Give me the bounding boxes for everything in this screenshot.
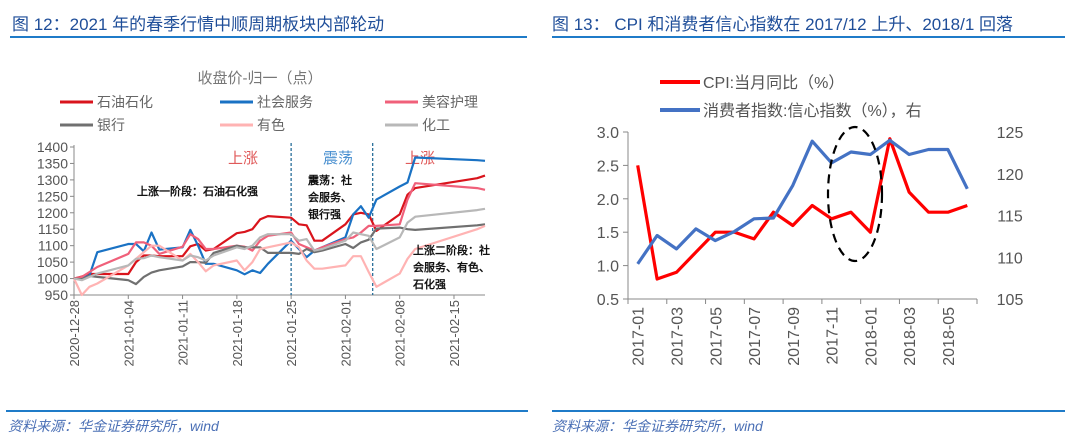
right-source-note: 资料来源：华金证券研究所，wind (552, 418, 763, 434)
x-tick-label: 2021-01-25 (284, 300, 299, 367)
y2-tick-label: 110 (997, 250, 1023, 267)
right-footer-divider (552, 410, 1065, 412)
series-line-美容护理 (73, 182, 486, 280)
x-tick-label: 2017-05 (708, 307, 725, 366)
annotation-text: 会服务、 (308, 190, 352, 204)
y2-tick-label: 115 (997, 209, 1023, 226)
phase-label: 震荡 (323, 150, 353, 167)
x-tick-label: 2020-12-28 (67, 300, 82, 367)
x-tick-label: 2017-09 (786, 307, 803, 366)
chart-title: 收盘价-归一（点） (198, 69, 323, 87)
legend-label: 化工 (422, 117, 450, 133)
y-tick-label: 1.5 (597, 225, 619, 242)
x-tick-label: 2021-01-18 (230, 300, 245, 367)
series-line-confidence (636, 138, 969, 265)
y2-tick-label: 105 (997, 292, 1024, 309)
y-tick-label: 1200 (37, 205, 68, 221)
x-tick-label: 2021-02-15 (447, 300, 462, 367)
left-panel-title: 图 12：2021 年的春季行情中顺周期板块内部轮动 (12, 15, 385, 34)
legend-label: 消费者指数:信心指数（%），右 (703, 102, 922, 120)
y-tick-label: 1100 (38, 238, 68, 254)
annotation-text: 会服务、有色、 (413, 260, 490, 274)
x-tick-label: 2021-01-04 (121, 300, 136, 367)
left-title-underline (10, 36, 527, 38)
x-tick-label: 2017-11 (825, 307, 842, 365)
y-tick-label: 2.5 (597, 158, 619, 175)
series-line-化工 (73, 207, 486, 282)
x-tick-label: 2021-02-01 (338, 300, 353, 367)
y2-tick-label: 120 (997, 167, 1024, 184)
series-line-有色 (73, 224, 486, 297)
x-tick-label: 2021-01-11 (176, 300, 191, 366)
legend-label: CPI:当月同比（%） (703, 74, 844, 92)
legend-label: 有色 (257, 117, 285, 133)
series-line-银行 (73, 223, 486, 286)
y-tick-label: 1250 (37, 188, 68, 204)
y2-tick-label: 125 (997, 125, 1024, 142)
x-tick-label: 2018-03 (902, 307, 919, 366)
y-tick-label: 2.0 (597, 192, 619, 209)
phase-label: 上涨 (228, 150, 258, 167)
legend-label: 银行 (97, 117, 125, 133)
series-line-cpi (636, 137, 968, 281)
legend-label: 美容护理 (422, 94, 478, 110)
y-tick-label: 0.5 (597, 292, 619, 309)
x-tick-label: 2017-03 (669, 307, 686, 366)
left-footer-divider (6, 410, 528, 412)
legend-label: 社会服务 (257, 94, 313, 110)
y-tick-label: 3.0 (597, 125, 619, 142)
y-tick-label: 1400 (37, 139, 68, 155)
annotation-text: 石化强 (412, 277, 446, 291)
y-tick-label: 1.0 (597, 259, 619, 276)
x-tick-label: 2017-01 (631, 307, 648, 366)
annotation-text: 上涨二阶段：社 (413, 243, 490, 257)
legend-label: 石油石化 (97, 94, 153, 110)
y-tick-label: 1000 (37, 271, 68, 287)
annotation-text: 银行强 (308, 207, 341, 221)
x-tick-label: 2018-05 (941, 307, 958, 366)
x-tick-label: 2017-07 (747, 307, 764, 366)
annotation-text: 震荡：社 (307, 173, 352, 187)
y-tick-label: 1150 (38, 221, 68, 237)
y-tick-label: 1300 (37, 172, 68, 188)
x-tick-label: 2021-02-08 (393, 300, 408, 367)
series-line-社会服务 (74, 156, 486, 280)
y-tick-label: 1350 (37, 155, 68, 171)
x-tick-label: 2018-01 (863, 307, 880, 366)
right-title-underline (552, 36, 1065, 38)
annotation-text: 上涨一阶段：石油石化强 (137, 184, 258, 198)
highlight-ellipse (826, 125, 884, 263)
right-panel-title: 图 13： CPI 和消费者信心指数在 2017/12 上升、2018/1 回落 (552, 15, 1014, 34)
y-tick-label: 1050 (37, 254, 68, 270)
y-tick-label: 950 (45, 287, 69, 303)
left-source-note: 资料来源：华金证券研究所，wind (8, 418, 219, 434)
